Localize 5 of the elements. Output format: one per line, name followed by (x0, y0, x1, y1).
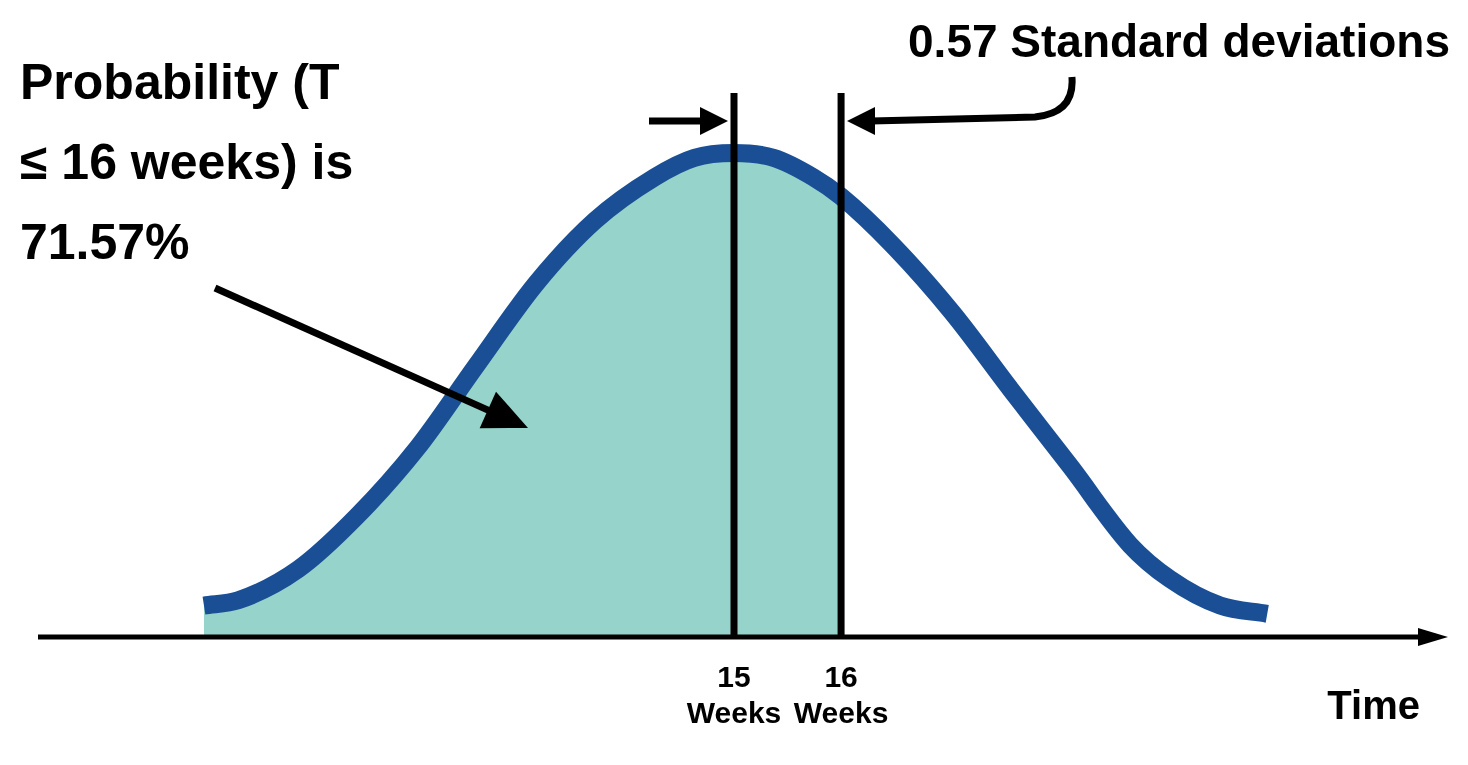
x-tick-label: 16 Weeks (793, 660, 889, 730)
x-tick-label: 15 Weeks (686, 660, 782, 730)
x-axis-title: Time (1327, 683, 1420, 728)
annotation: Probability (T ≤ 16 weeks) is 71.57% (20, 53, 355, 272)
text: 0.57 Standard deviations (908, 14, 1450, 69)
